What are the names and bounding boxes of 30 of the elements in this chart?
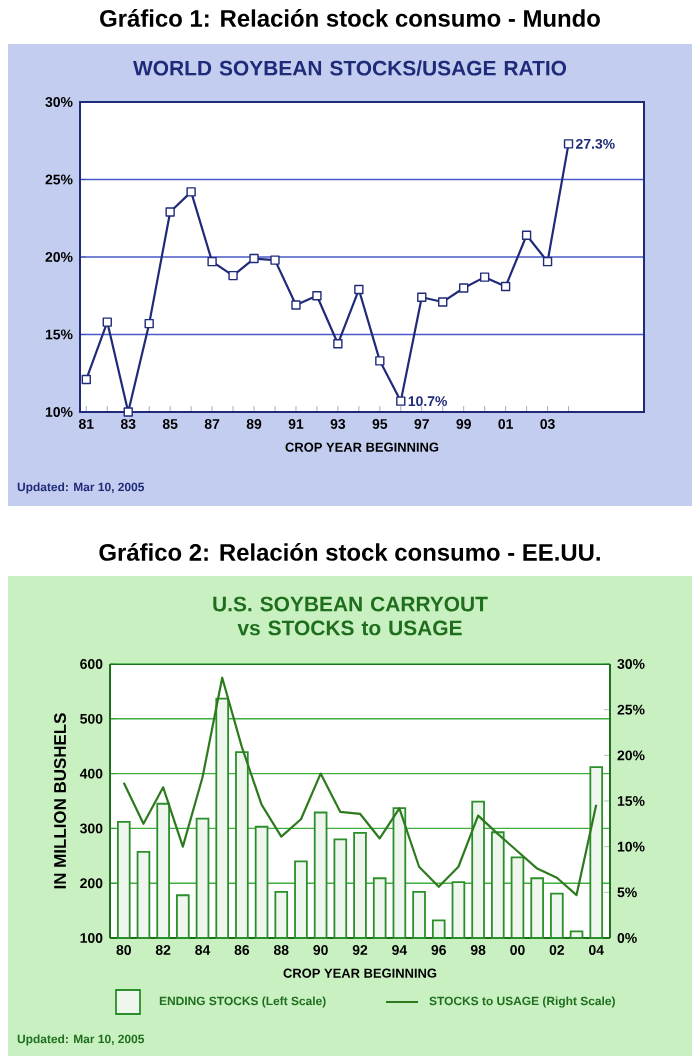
chart-title: Gráfico 2: Relación stock consumo - EE.UU. xyxy=(99,543,600,561)
point xyxy=(459,283,469,293)
point xyxy=(81,374,91,385)
y-axis-title: IN MILLION BUSHELS xyxy=(54,713,66,889)
point xyxy=(186,187,196,197)
point xyxy=(500,281,511,292)
point xyxy=(542,256,553,267)
chart-subtitle: U.S. SOYBEAN CARRYOUT vs STOCKS to USAGE xyxy=(213,596,488,636)
point xyxy=(417,292,427,302)
point xyxy=(123,407,133,417)
chart-title: Gráfico 1: Relación stock consumo - Mundo xyxy=(100,9,600,27)
point xyxy=(102,317,112,327)
point xyxy=(438,297,448,307)
point xyxy=(207,256,217,267)
chart-subtitle: WORLD SOYBEAN STOCKS/USAGE RATIO xyxy=(133,60,567,76)
line-series xyxy=(122,676,598,897)
point xyxy=(375,356,385,366)
point xyxy=(333,339,343,349)
point xyxy=(521,230,532,240)
point xyxy=(228,270,238,281)
point xyxy=(291,300,301,310)
point xyxy=(270,255,280,265)
point xyxy=(165,207,175,217)
point xyxy=(312,291,322,301)
point xyxy=(354,284,364,295)
point xyxy=(249,253,259,264)
point xyxy=(563,139,574,149)
point xyxy=(479,272,490,282)
point xyxy=(396,396,406,406)
point xyxy=(144,318,154,329)
